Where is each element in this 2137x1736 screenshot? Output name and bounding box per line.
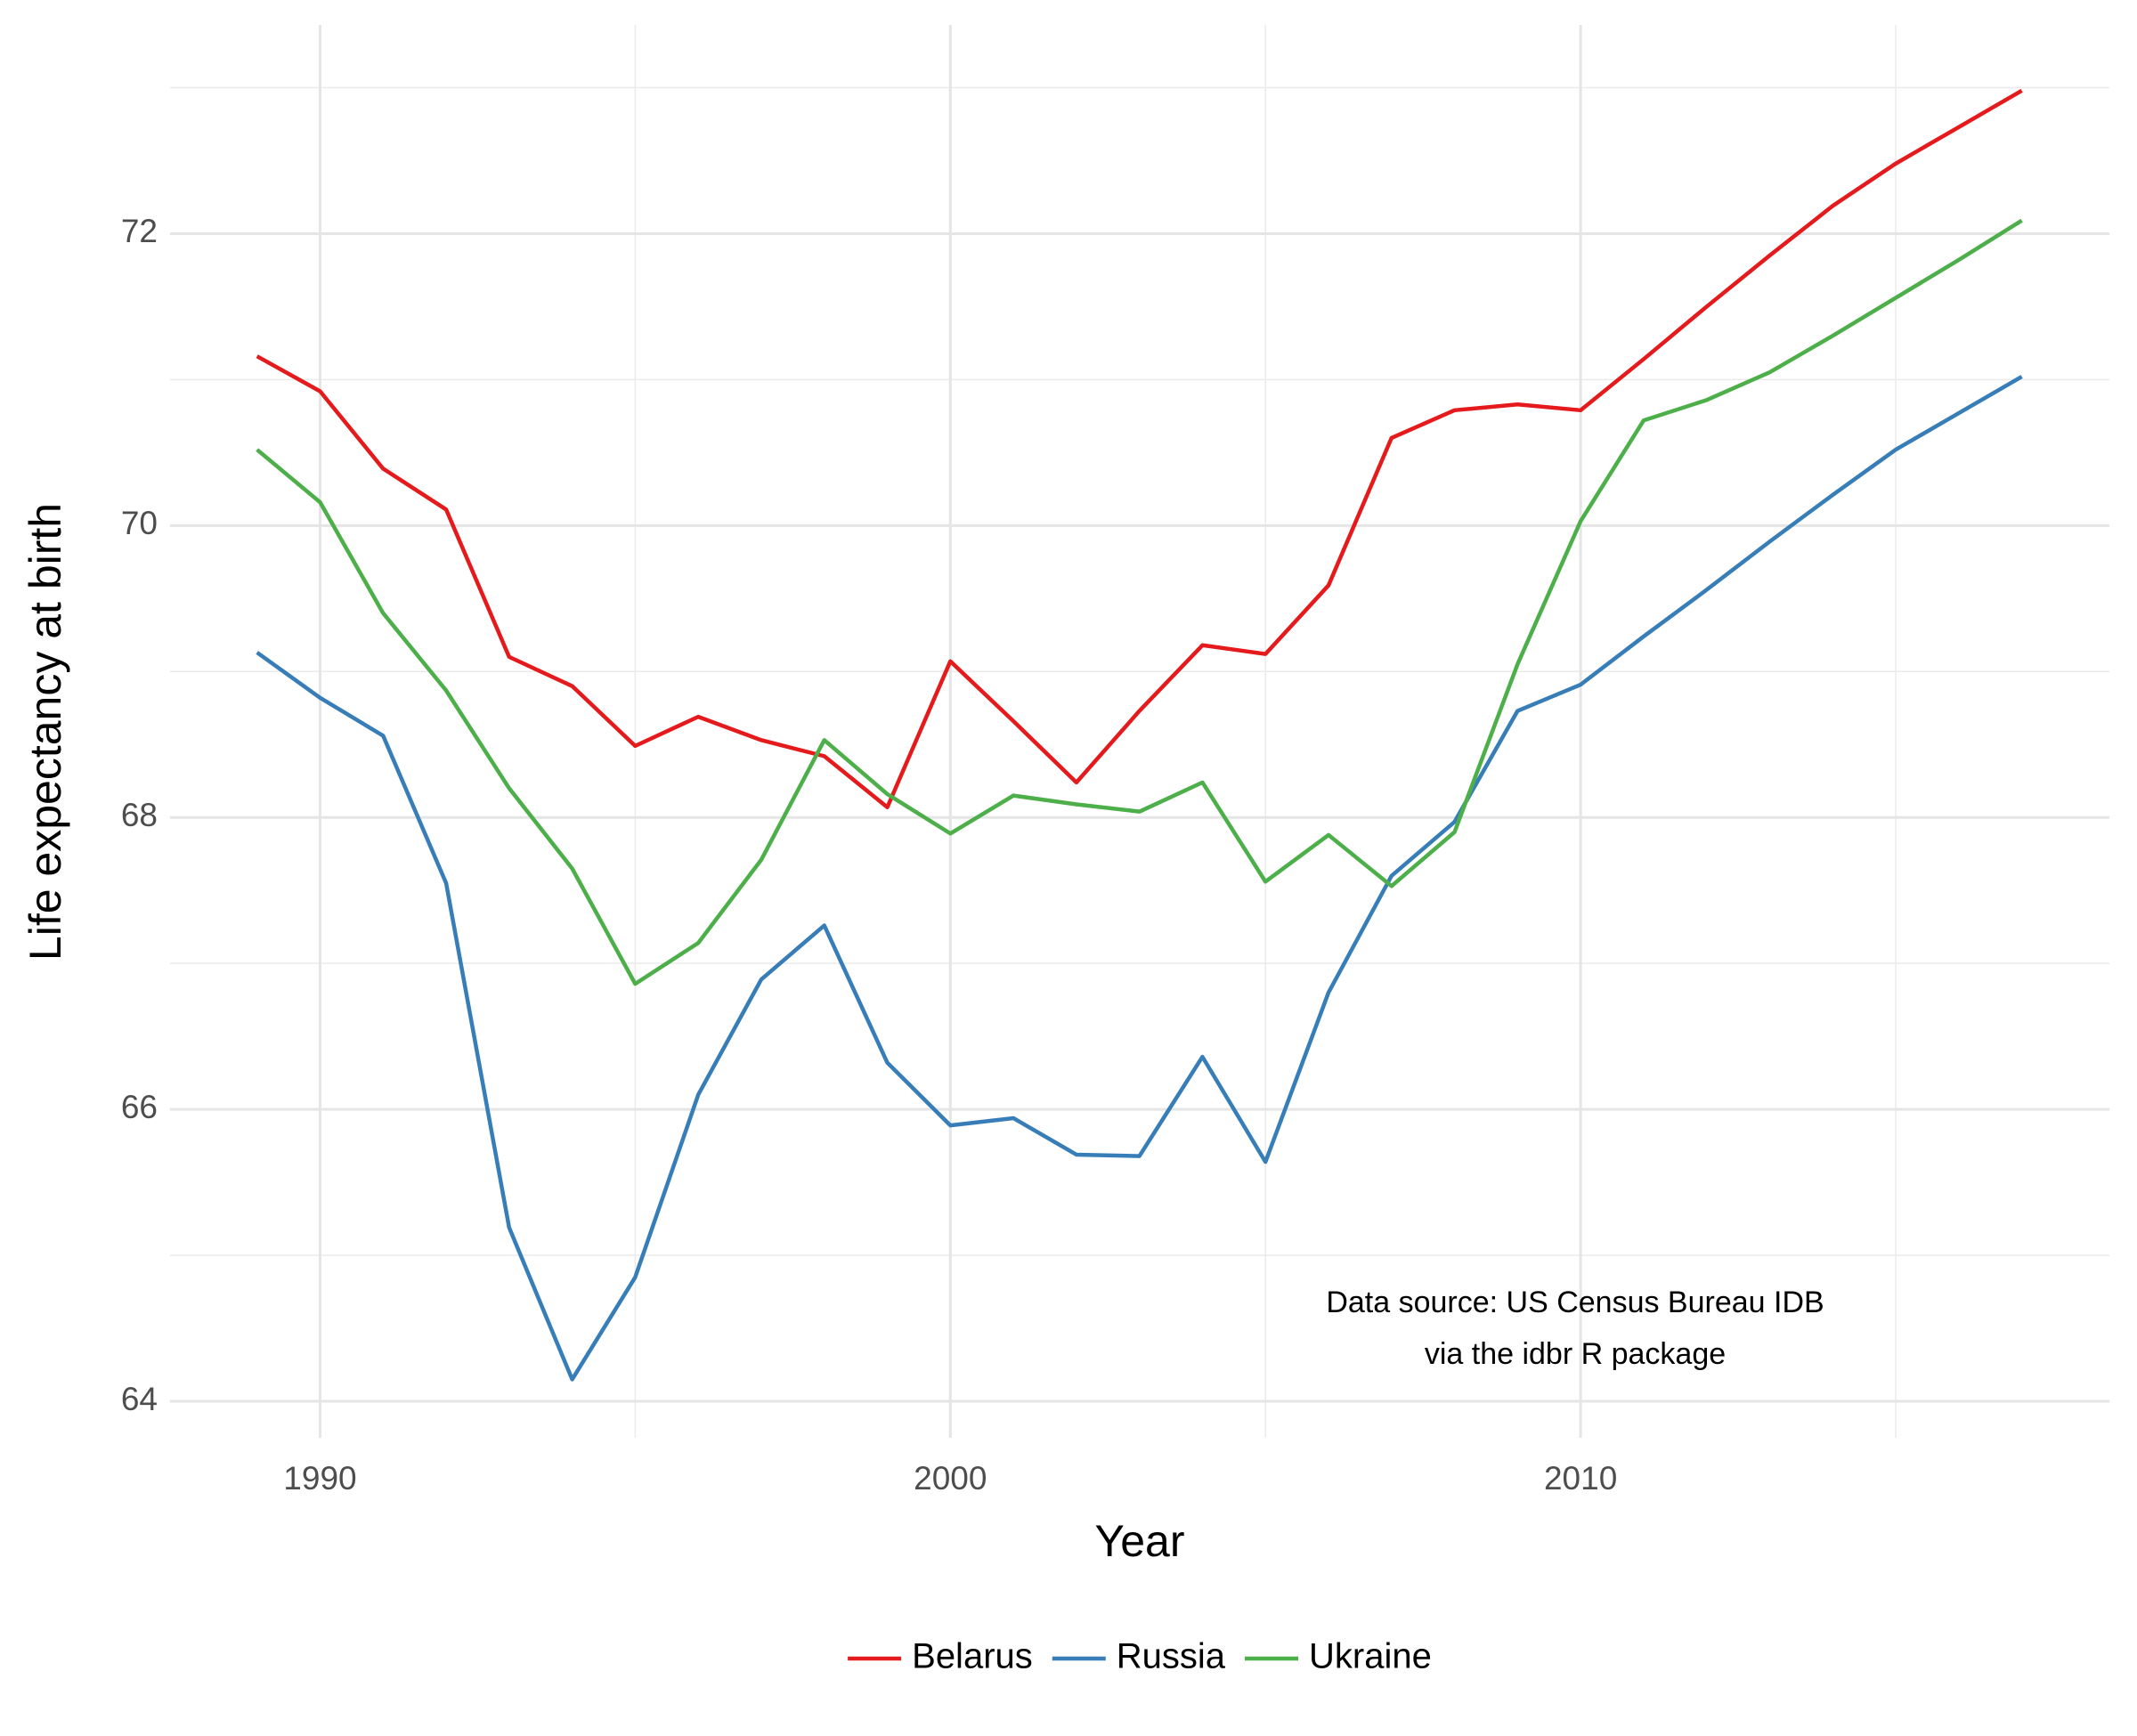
y-tick-label: 66	[121, 1089, 158, 1125]
y-axis-title: Life expectancy at birth	[20, 503, 70, 961]
legend-label: Belarus	[912, 1637, 1033, 1676]
series-line	[256, 88, 2023, 810]
y-tick-label: 68	[121, 797, 158, 833]
y-tick-label: 64	[121, 1381, 158, 1417]
x-axis-title: Year	[1094, 1516, 1184, 1566]
annotation: via the idbr R package	[1425, 1337, 1726, 1371]
x-tick-label: 2000	[914, 1460, 987, 1497]
legend-label: Ukraine	[1309, 1637, 1432, 1676]
y-tick-label: 72	[121, 213, 158, 249]
y-tick-label: 70	[121, 505, 158, 541]
annotation: Data source: US Census Bureau IDB	[1326, 1286, 1824, 1319]
x-tick-label: 1990	[283, 1460, 356, 1497]
lines	[256, 88, 2023, 1382]
series-line	[256, 218, 2023, 986]
legend-label: Russia	[1117, 1637, 1226, 1676]
series-line	[256, 375, 2023, 1382]
grid	[170, 25, 2109, 1438]
legend: Belarus Russia Ukraine	[848, 1637, 1432, 1676]
x-tick-label: 2010	[1544, 1460, 1617, 1497]
